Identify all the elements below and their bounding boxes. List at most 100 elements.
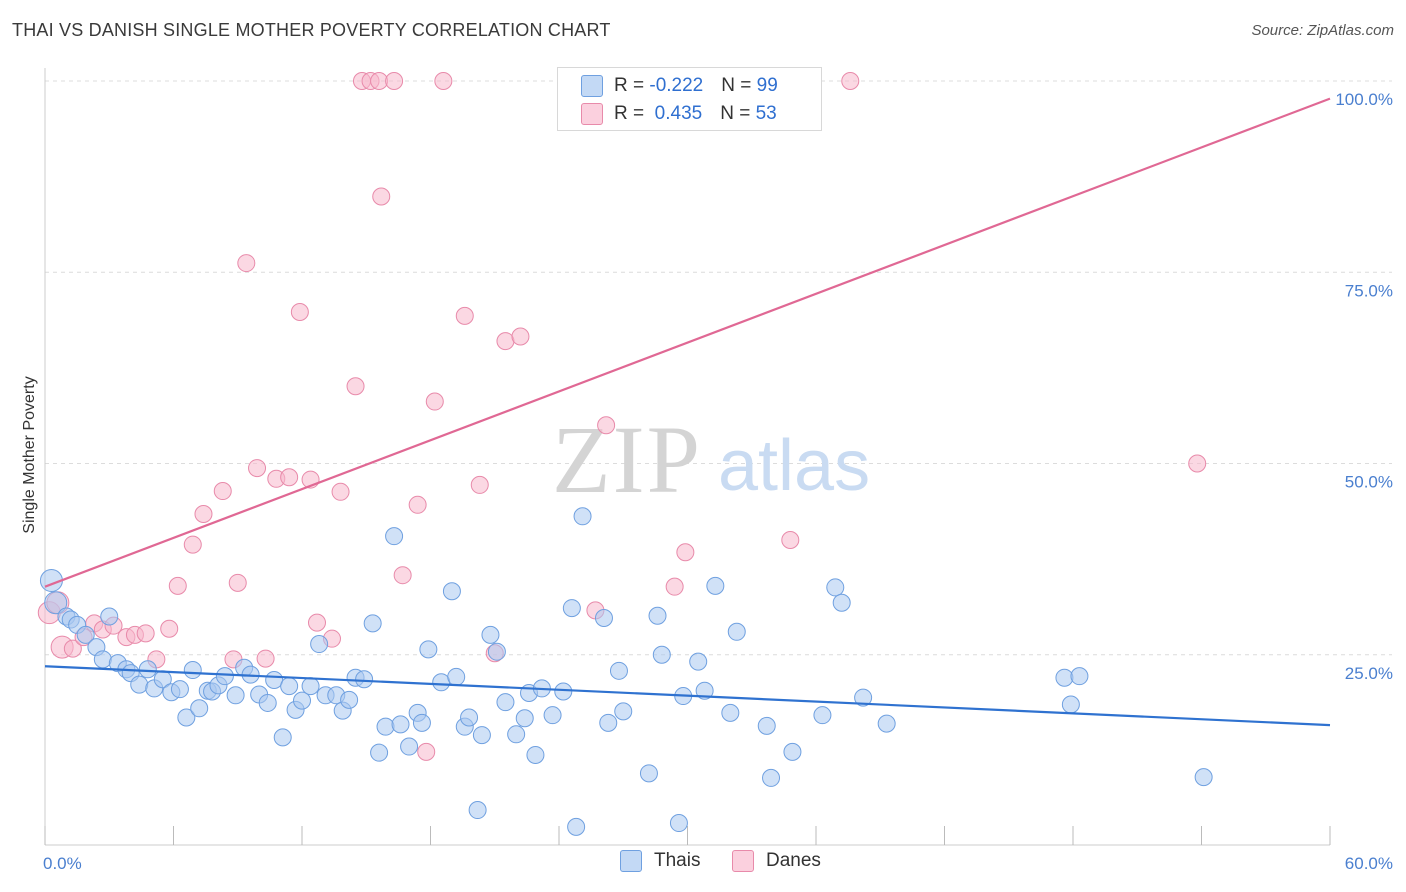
legend-swatch-thais bbox=[581, 75, 603, 97]
legend-row-danes: R = 0.435 N = 53 bbox=[581, 100, 777, 128]
y-tick-label: 25.0% bbox=[1345, 664, 1393, 683]
legend-n-label: N = bbox=[720, 103, 756, 124]
legend-swatch-danes bbox=[732, 850, 754, 872]
thais-point bbox=[481, 625, 500, 644]
legend-n-label: N = bbox=[721, 75, 757, 96]
danes-point bbox=[417, 742, 436, 761]
thais-point bbox=[832, 593, 851, 612]
thais-point bbox=[1070, 667, 1089, 686]
thais-point bbox=[44, 591, 68, 615]
danes-point bbox=[194, 504, 213, 523]
danes-point bbox=[248, 459, 267, 478]
danes-point bbox=[372, 187, 391, 206]
thais-point bbox=[562, 599, 581, 618]
thais-point bbox=[599, 713, 618, 732]
thais-point bbox=[265, 670, 284, 689]
y-tick-label: 50.0% bbox=[1345, 473, 1393, 492]
thais-trend-line bbox=[44, 665, 1331, 727]
chart-title: THAI VS DANISH SINGLE MOTHER POVERTY COR… bbox=[12, 20, 611, 40]
thais-point bbox=[496, 693, 515, 712]
thais-point bbox=[757, 716, 776, 735]
gridlines bbox=[45, 80, 1392, 656]
axes bbox=[44, 68, 1331, 846]
thais-point bbox=[100, 607, 119, 626]
thais-point bbox=[447, 667, 466, 686]
thais-point bbox=[301, 677, 320, 696]
danes-point bbox=[385, 72, 404, 90]
legend-label-thais: Thais bbox=[654, 850, 701, 871]
thais-point bbox=[190, 699, 209, 718]
danes-point bbox=[597, 416, 616, 435]
danes-point bbox=[160, 619, 179, 638]
thais-point bbox=[376, 717, 395, 736]
danes-point bbox=[841, 72, 860, 90]
thais-point bbox=[567, 817, 586, 836]
thais-point bbox=[507, 725, 526, 744]
thais-point bbox=[93, 650, 112, 669]
danes-point bbox=[393, 566, 412, 585]
thais-point bbox=[877, 714, 896, 733]
thais-point bbox=[706, 576, 725, 595]
y-tick-label: 75.0% bbox=[1345, 281, 1393, 300]
thais-point bbox=[783, 742, 802, 761]
axis-labels: 25.0% 50.0% 75.0% 100.0% 0.0% 60.0% bbox=[43, 90, 1393, 873]
danes-point bbox=[183, 535, 202, 554]
danes-point bbox=[280, 468, 299, 487]
thais-point bbox=[310, 635, 329, 654]
danes-point bbox=[425, 392, 444, 411]
thais-point bbox=[76, 625, 95, 644]
danes-point bbox=[213, 482, 232, 501]
thais-point bbox=[412, 713, 431, 732]
watermark-zip: ZIP bbox=[552, 406, 702, 513]
thais-point bbox=[813, 706, 832, 725]
thais-point bbox=[1194, 768, 1213, 787]
thais-point bbox=[609, 661, 628, 680]
thais-point bbox=[614, 702, 633, 721]
thais-point bbox=[487, 642, 506, 661]
series-legend: Thais Danes bbox=[0, 850, 1406, 878]
thais-point bbox=[762, 768, 781, 787]
danes-trend-line bbox=[44, 97, 1331, 588]
thais-point bbox=[130, 675, 149, 694]
thais-point bbox=[639, 764, 658, 783]
danes-point bbox=[290, 303, 309, 322]
legend-n-value-danes: 53 bbox=[755, 103, 777, 124]
thais-point bbox=[258, 693, 277, 712]
thais-point bbox=[442, 582, 461, 601]
danes-point bbox=[237, 254, 256, 273]
x-tick-label: 0.0% bbox=[43, 854, 82, 873]
thais-point bbox=[385, 527, 404, 546]
thais-point bbox=[138, 660, 157, 679]
thais-point bbox=[721, 703, 740, 722]
thais-point bbox=[183, 661, 202, 680]
thais-point bbox=[854, 688, 873, 707]
thais-point bbox=[826, 578, 845, 597]
thais-point bbox=[689, 652, 708, 671]
thais-point bbox=[472, 726, 491, 745]
watermark: ZIP atlas bbox=[552, 406, 870, 513]
danes-point bbox=[136, 624, 155, 643]
legend-item-thais[interactable]: Thais bbox=[620, 850, 700, 872]
thais-point bbox=[370, 743, 389, 762]
thais-point bbox=[177, 708, 196, 727]
thais-point bbox=[226, 686, 245, 705]
danes-point bbox=[470, 475, 489, 494]
danes-point bbox=[511, 327, 530, 346]
thais-point bbox=[543, 706, 562, 725]
thais-point bbox=[468, 801, 487, 820]
watermark-atlas: atlas bbox=[718, 426, 870, 506]
danes-point bbox=[676, 543, 695, 562]
legend-item-danes[interactable]: Danes bbox=[732, 850, 821, 872]
thais-point bbox=[460, 708, 479, 727]
danes-point bbox=[370, 72, 389, 90]
danes-point bbox=[408, 495, 427, 514]
thais-point bbox=[526, 745, 545, 764]
danes-point bbox=[346, 377, 365, 396]
legend-r-value-thais: -0.222 bbox=[649, 75, 704, 96]
danes-point bbox=[256, 649, 275, 668]
thais-point bbox=[1061, 695, 1080, 714]
thais-point bbox=[215, 667, 234, 686]
thais-point bbox=[652, 645, 671, 664]
danes-point bbox=[331, 482, 350, 501]
chart-source: Source: ZipAtlas.com bbox=[1251, 22, 1394, 39]
